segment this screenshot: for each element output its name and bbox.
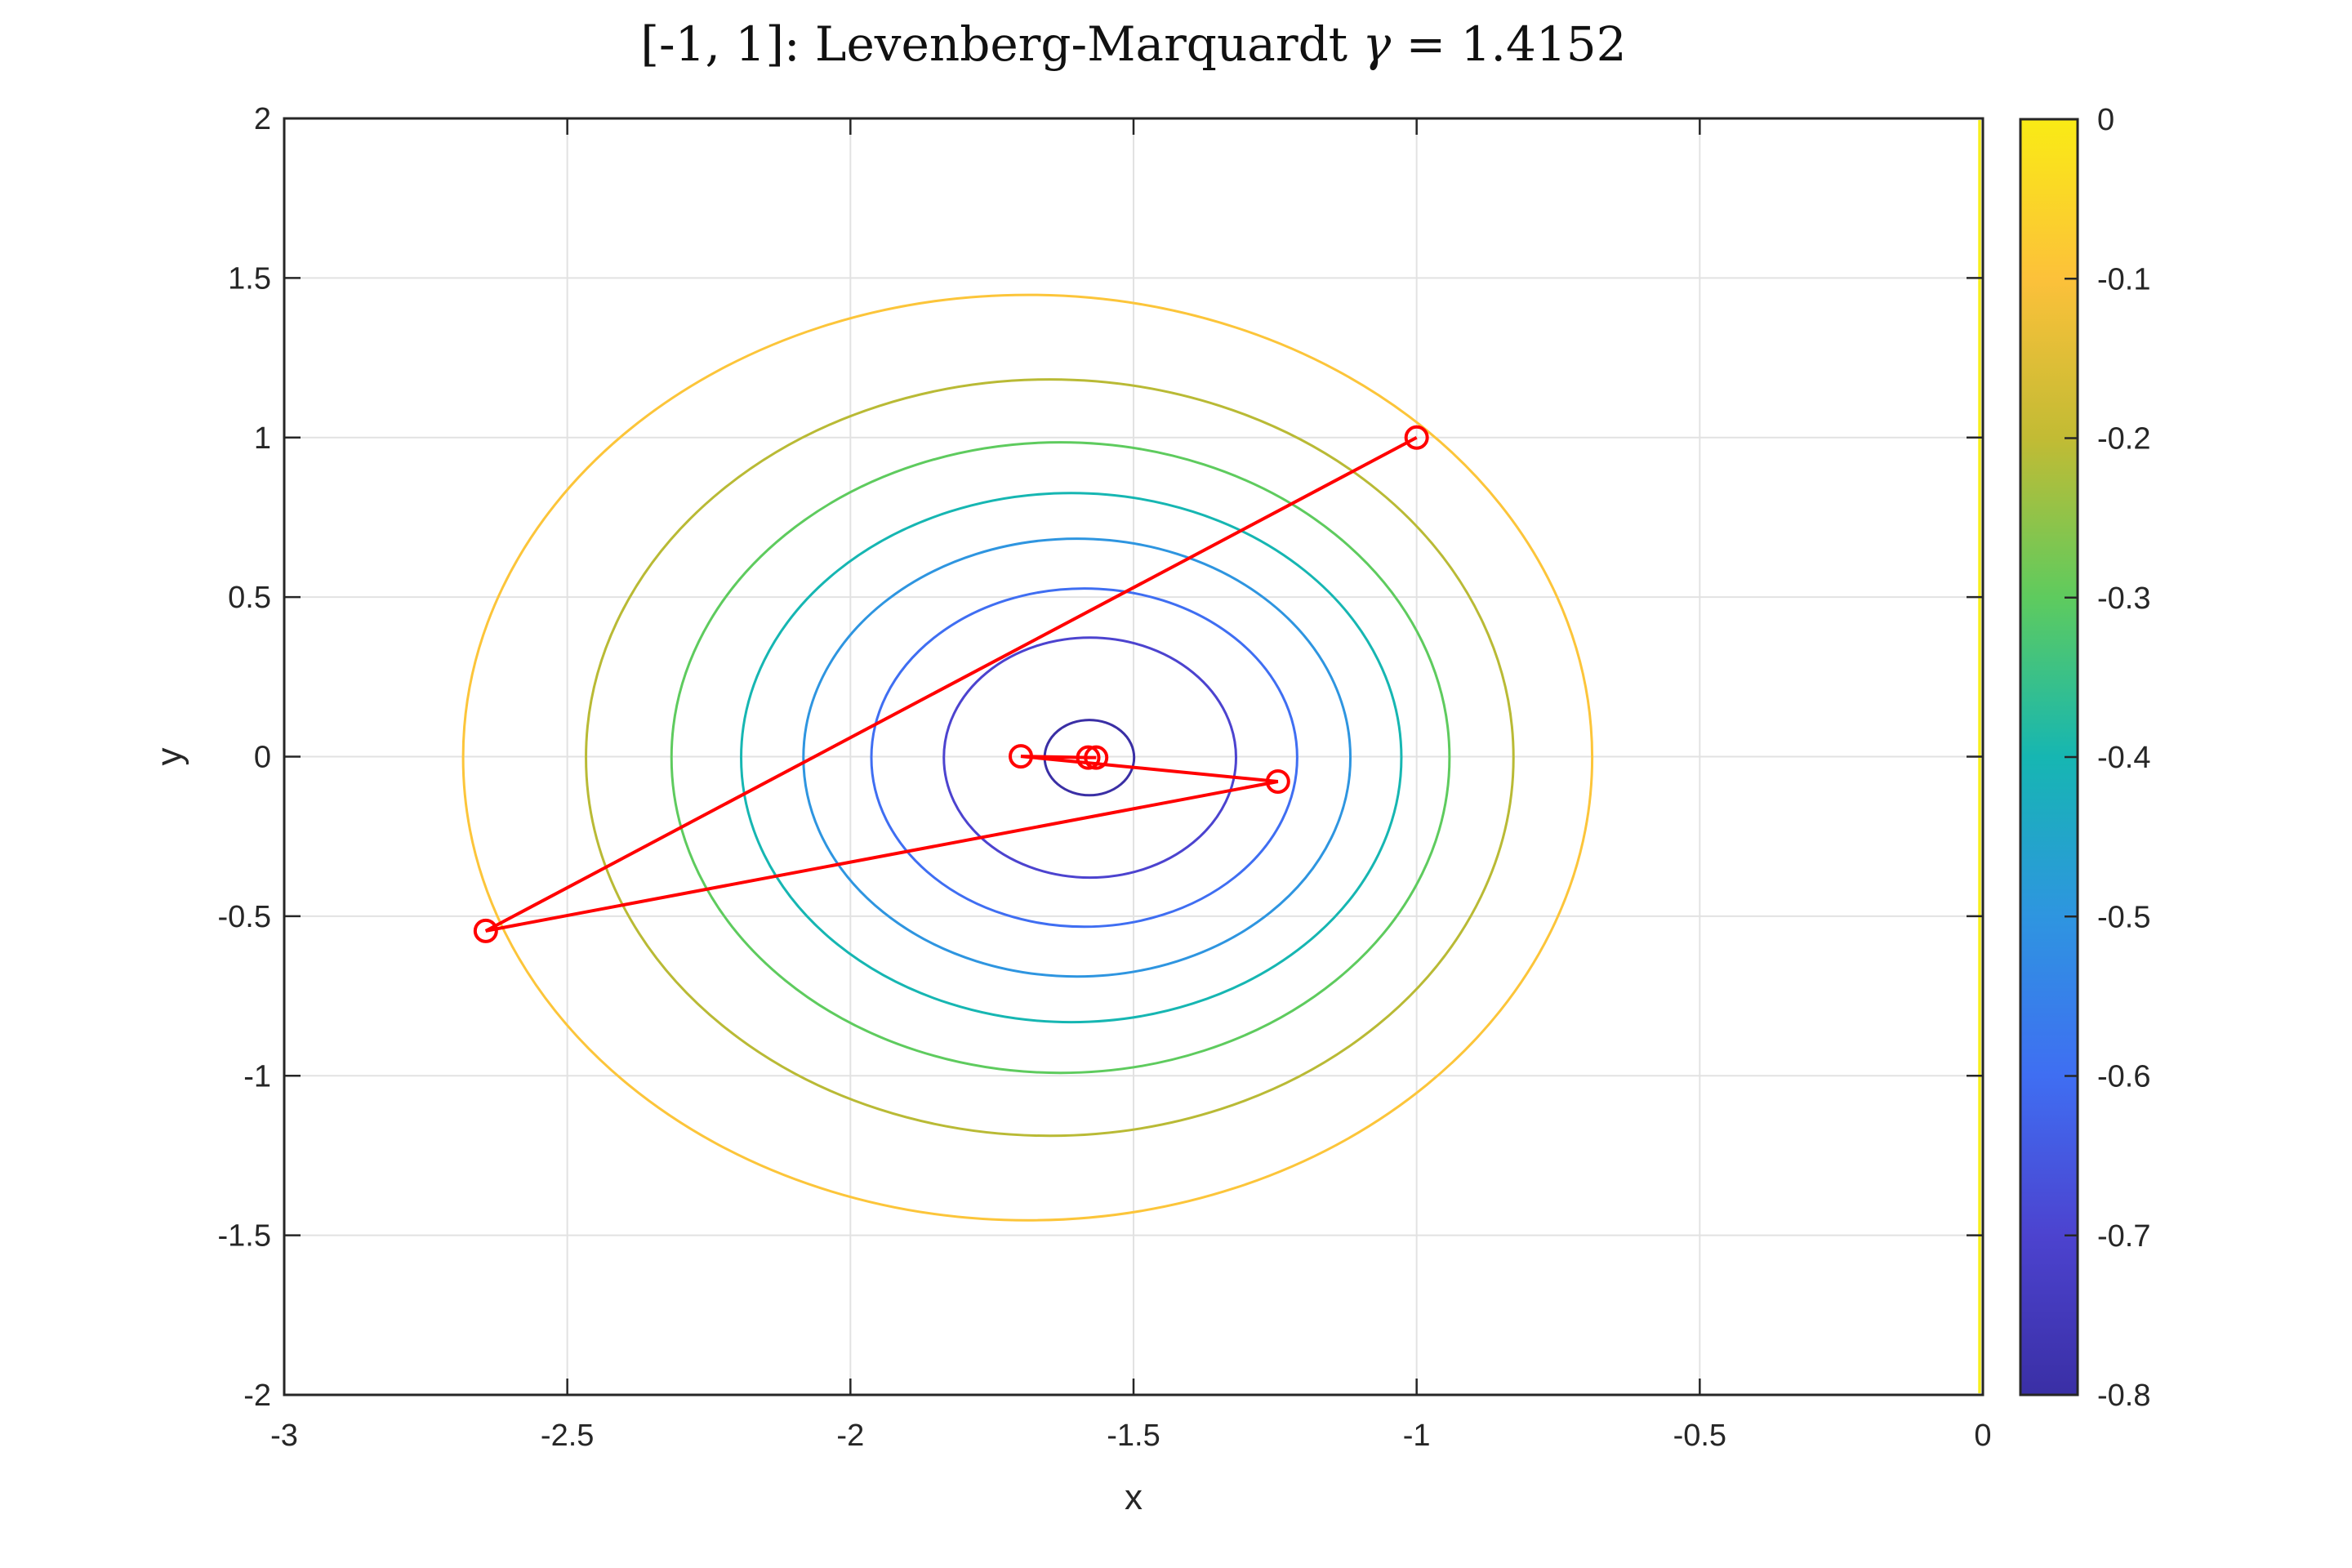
colorbar-tick-label: -0.3: [2097, 581, 2150, 616]
iterate-marker: [1404, 425, 1429, 450]
colorbar-tick-label: -0.7: [2097, 1219, 2150, 1254]
y-tick-label: 2: [254, 102, 271, 136]
y-axis-label: y: [149, 748, 189, 766]
x-tick-label: 0: [1974, 1419, 1991, 1453]
contour-ring: [870, 587, 1298, 929]
x-tick-label: -3: [270, 1419, 298, 1453]
x-tick-label: -1: [1403, 1419, 1431, 1453]
title-text: [-1, 1]: Levenberg-Marquardt: [640, 16, 1363, 72]
y-tick-label: -1.5: [218, 1219, 271, 1254]
y-tick-label: -2: [243, 1379, 271, 1413]
colorbar-tick-label: -0.6: [2097, 1060, 2150, 1094]
contour-ring: [461, 293, 1594, 1222]
x-tick-label: -0.5: [1673, 1419, 1726, 1453]
y-tick-label: 1: [254, 421, 271, 456]
title-value: = 1.4152: [1391, 16, 1627, 72]
plot-title: [-1, 1]: Levenberg-Marquardt γ = 1.4152: [284, 16, 1983, 72]
iterate-marker: [1265, 768, 1290, 794]
x-tick-label: -2.5: [541, 1419, 594, 1453]
iterate-marker: [1009, 744, 1034, 769]
title-gamma-symbol: γ: [1362, 16, 1392, 72]
colorbar-tick-label: -0.4: [2097, 741, 2150, 775]
y-tick-label: 0.5: [228, 581, 271, 615]
contour-ring: [740, 492, 1403, 1024]
contour-ring: [942, 636, 1237, 880]
colorbar-tick-label: -0.8: [2097, 1379, 2150, 1413]
iterate-marker: [1076, 745, 1101, 770]
x-axis-label: x: [1125, 1477, 1143, 1517]
colorbar-tick-label: -0.1: [2097, 262, 2150, 296]
x-tick-label: -2: [836, 1419, 864, 1453]
x-tick-label: -1.5: [1107, 1419, 1160, 1453]
y-tick-label: -1: [243, 1059, 271, 1094]
contour-ring: [670, 441, 1451, 1075]
colorbar-tick-label: -0.2: [2097, 422, 2150, 457]
colorbar-tick-label: -0.5: [2097, 900, 2150, 934]
iterate-marker: [1084, 745, 1109, 770]
iterate-path: [484, 435, 1418, 933]
iterate-marker: [473, 918, 498, 943]
contour-ring: [802, 537, 1352, 978]
y-tick-label: -0.5: [218, 900, 271, 934]
y-tick-label: 1.5: [228, 261, 271, 296]
contour-ring: [585, 378, 1515, 1138]
y-tick-label: 0: [254, 741, 271, 775]
colorbar-tick-label: 0: [2097, 103, 2114, 137]
